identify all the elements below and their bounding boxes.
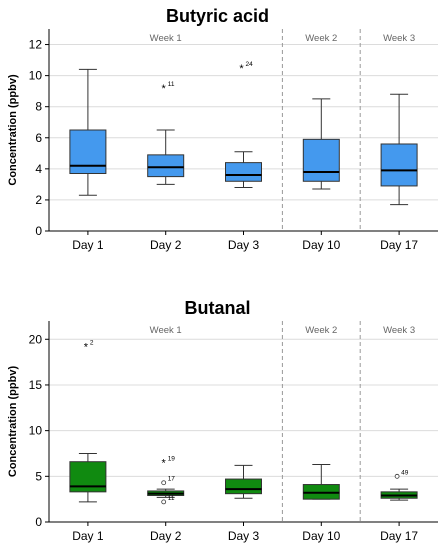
x-tick-label: Day 17 <box>380 529 418 543</box>
box-1 <box>69 68 107 196</box>
box-iqr <box>225 478 262 495</box>
box-5 <box>380 93 418 206</box>
box-3 <box>225 464 262 499</box>
x-tick-label: Day 3 <box>228 238 260 252</box>
x-tick-label: Day 2 <box>150 238 182 252</box>
box-iqr <box>225 162 262 182</box>
y-tick-label: 6 <box>35 131 42 145</box>
outlier-label: 19 <box>168 456 176 463</box>
x-tick-label: Day 1 <box>72 529 104 543</box>
outlier-label: 2 <box>90 340 94 347</box>
box-3: * 24 <box>225 61 262 188</box>
y-tick-label: 10 <box>29 424 43 438</box>
box-5: 49 <box>380 469 418 501</box>
outlier-label: 17 <box>168 476 176 483</box>
box-iqr <box>69 129 107 175</box>
x-tick-label: Day 10 <box>302 529 340 543</box>
outlier-label: 11 <box>168 495 175 502</box>
outlier-marker-extreme: * <box>84 342 89 354</box>
outlier-label: 11 <box>168 81 175 88</box>
y-tick-label: 0 <box>35 515 42 529</box>
chart-title: Butyric acid <box>166 6 269 26</box>
box-2: * 11 <box>147 81 185 185</box>
y-tick-label: 5 <box>35 469 42 483</box>
y-tick-label: 4 <box>35 162 42 176</box>
box-4 <box>302 98 340 190</box>
week-label: Week 1 <box>150 325 182 336</box>
box-2: * 19 17 11 <box>147 456 185 505</box>
outlier-marker <box>161 480 167 486</box>
outlier-marker-extreme: * <box>162 458 167 470</box>
outlier-marker-extreme: * <box>239 63 244 75</box>
box-4 <box>302 463 340 500</box>
chart-title: Butanal <box>184 298 250 318</box>
x-tick-label: Day 2 <box>150 529 182 543</box>
box-iqr <box>302 138 340 182</box>
box-iqr <box>380 143 418 187</box>
y-tick-label: 2 <box>35 193 42 207</box>
week-label: Week 3 <box>383 325 415 336</box>
x-tick-label: Day 10 <box>302 238 340 252</box>
outlier-label: 24 <box>246 61 254 68</box>
outlier-marker-extreme: * <box>162 83 167 95</box>
x-tick-label: Day 17 <box>380 238 418 252</box>
box-1: * 2 <box>69 340 107 503</box>
week-label: Week 2 <box>305 33 337 44</box>
y-axis-label: Concentration (ppbv) <box>7 74 19 186</box>
y-tick-label: 15 <box>29 378 43 392</box>
y-tick-label: 12 <box>29 38 43 52</box>
outlier-label: 49 <box>401 469 409 476</box>
y-tick-label: 0 <box>35 224 42 238</box>
week-label: Week 1 <box>150 33 182 44</box>
week-label: Week 3 <box>383 33 415 44</box>
y-tick-label: 20 <box>29 332 43 346</box>
week-label: Week 2 <box>305 325 337 336</box>
y-tick-label: 10 <box>29 69 43 83</box>
x-tick-label: Day 3 <box>228 529 260 543</box>
y-axis-label: Concentration (ppbv) <box>7 366 19 478</box>
outlier-marker <box>394 473 400 479</box>
box-iqr <box>147 154 185 178</box>
x-tick-label: Day 1 <box>72 238 104 252</box>
outlier-marker <box>161 499 167 505</box>
y-tick-label: 8 <box>35 100 42 114</box>
